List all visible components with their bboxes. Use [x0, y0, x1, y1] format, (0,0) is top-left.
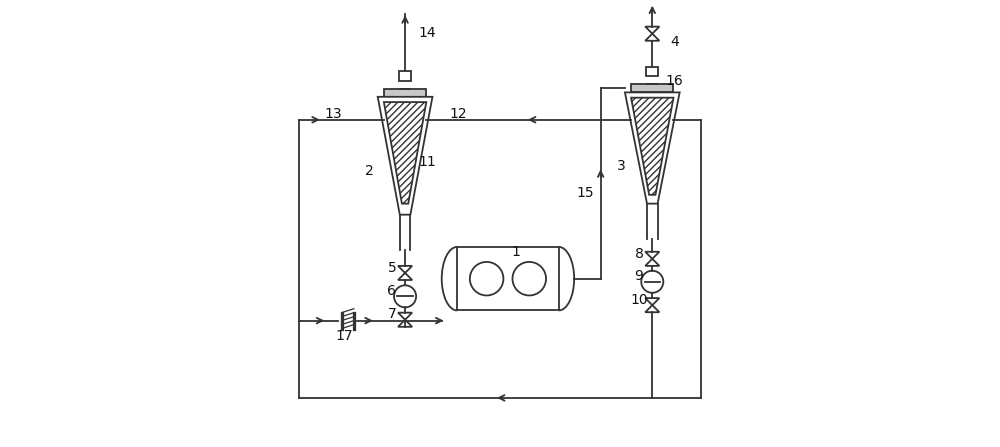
Text: 11: 11 [418, 155, 436, 169]
Polygon shape [398, 312, 412, 320]
Text: 9: 9 [635, 270, 643, 283]
Text: 10: 10 [630, 293, 648, 307]
Bar [631, 84, 673, 93]
Polygon shape [625, 93, 680, 204]
Text: 17: 17 [336, 329, 353, 343]
Polygon shape [398, 266, 412, 273]
Text: 13: 13 [324, 107, 342, 121]
Polygon shape [645, 259, 659, 266]
Polygon shape [378, 97, 432, 215]
Text: 7: 7 [387, 308, 396, 321]
Text: 6: 6 [387, 284, 396, 298]
Text: 5: 5 [387, 261, 396, 274]
Circle shape [394, 285, 416, 308]
Bar [457, 247, 559, 311]
Polygon shape [384, 102, 426, 204]
Text: 12: 12 [449, 107, 467, 121]
Text: 16: 16 [665, 74, 683, 89]
Text: 1: 1 [511, 245, 520, 259]
Polygon shape [645, 27, 659, 34]
Text: 4: 4 [670, 34, 679, 49]
Bar [384, 89, 426, 97]
Polygon shape [398, 320, 412, 327]
Polygon shape [398, 273, 412, 280]
Bar [646, 67, 658, 76]
Polygon shape [645, 305, 659, 312]
Text: 2: 2 [365, 164, 374, 177]
Polygon shape [645, 298, 659, 305]
Text: 14: 14 [418, 26, 436, 40]
Text: 3: 3 [617, 159, 626, 173]
Text: 8: 8 [635, 246, 643, 261]
Polygon shape [631, 98, 673, 195]
Polygon shape [645, 252, 659, 259]
Text: 15: 15 [576, 186, 594, 200]
Bar [399, 71, 411, 81]
Polygon shape [645, 34, 659, 41]
Circle shape [641, 271, 663, 293]
